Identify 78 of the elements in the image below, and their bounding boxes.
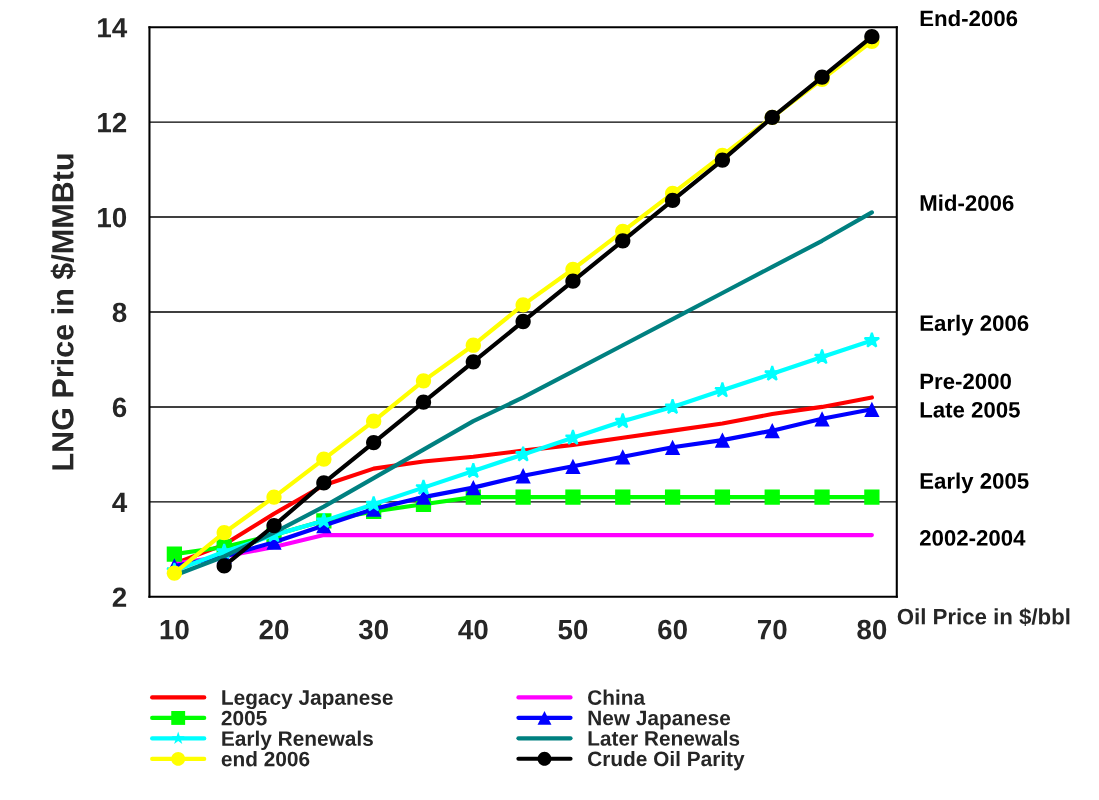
point: [615, 449, 631, 465]
text: End-2006: [920, 10, 1018, 27]
point: [365, 495, 382, 512]
y-axis-title: LNG Price in $/MMBtu: [50, 154, 76, 470]
x-tick-label: 70: [757, 619, 787, 640]
legend-label: 2005: [221, 710, 267, 726]
legend-label: Early Renewals: [222, 730, 373, 751]
point: [615, 233, 631, 249]
legend-label: New Japanese: [588, 710, 731, 730]
x-tick-label: 50: [558, 619, 588, 640]
point: [415, 478, 432, 495]
point: [664, 489, 681, 505]
point: [615, 489, 631, 505]
legend-label: Legacy Japanese: [222, 690, 393, 710]
point: [714, 152, 731, 168]
point: [565, 489, 581, 505]
point: [564, 429, 582, 446]
point: [515, 313, 531, 330]
point: [266, 489, 282, 505]
point: [514, 445, 532, 462]
y-tick-label: 10: [98, 207, 127, 228]
point: [714, 489, 731, 505]
y-tick-label: 12: [98, 112, 127, 133]
point: [664, 439, 681, 455]
text: Late 2005: [920, 401, 1020, 418]
point: [764, 423, 780, 439]
point: [565, 273, 581, 289]
y-tick-label: 2: [112, 587, 127, 607]
point: [216, 558, 232, 574]
text: Mid-2006: [920, 194, 1014, 211]
point: [664, 192, 681, 209]
point: [366, 413, 382, 429]
point: [366, 434, 382, 451]
point: [764, 489, 780, 505]
x-tick-label: 30: [358, 619, 388, 640]
point: [565, 458, 581, 474]
x-tick-label: 20: [259, 619, 289, 640]
y-tick-label: 6: [112, 397, 127, 418]
point: [864, 401, 880, 417]
point: [814, 489, 830, 505]
point: [166, 546, 183, 562]
point: [515, 468, 531, 484]
x-axis-title: Oil Price in $/bbl: [897, 607, 1070, 626]
point: [465, 337, 481, 353]
legend-label: China: [588, 689, 646, 705]
point: [216, 525, 232, 541]
point: [316, 451, 332, 467]
point: [415, 394, 432, 410]
legend-label: Later Renewals: [588, 730, 740, 746]
point: [266, 517, 282, 534]
text: 2002-2004: [919, 530, 1026, 546]
point: [465, 479, 481, 496]
point: [863, 331, 881, 348]
x-tick-label: 60: [658, 619, 687, 640]
point: [814, 411, 830, 427]
point: [664, 398, 681, 415]
x-tick-label: 10: [160, 619, 189, 640]
point: [515, 489, 531, 505]
y-tick-label: 8: [112, 302, 127, 323]
y-tick-label: 4: [112, 492, 128, 512]
y-tick-label: 14: [98, 18, 128, 38]
point: [465, 354, 481, 370]
point: [614, 412, 632, 429]
legend-label: end 2006: [221, 751, 310, 767]
point: [763, 365, 781, 381]
point: [415, 373, 432, 389]
point: [316, 475, 332, 491]
text: Early 2006: [920, 314, 1029, 336]
legend-label: Crude Oil Parity: [588, 750, 745, 771]
point: [714, 381, 731, 398]
x-tick-label: 80: [857, 619, 887, 640]
text: Pre-2000: [920, 373, 1011, 390]
point: [714, 432, 731, 448]
text: Early 2005: [920, 472, 1029, 494]
x-tick-label: 40: [458, 619, 488, 640]
point: [864, 29, 880, 45]
point: [515, 297, 531, 313]
point: [864, 489, 880, 505]
